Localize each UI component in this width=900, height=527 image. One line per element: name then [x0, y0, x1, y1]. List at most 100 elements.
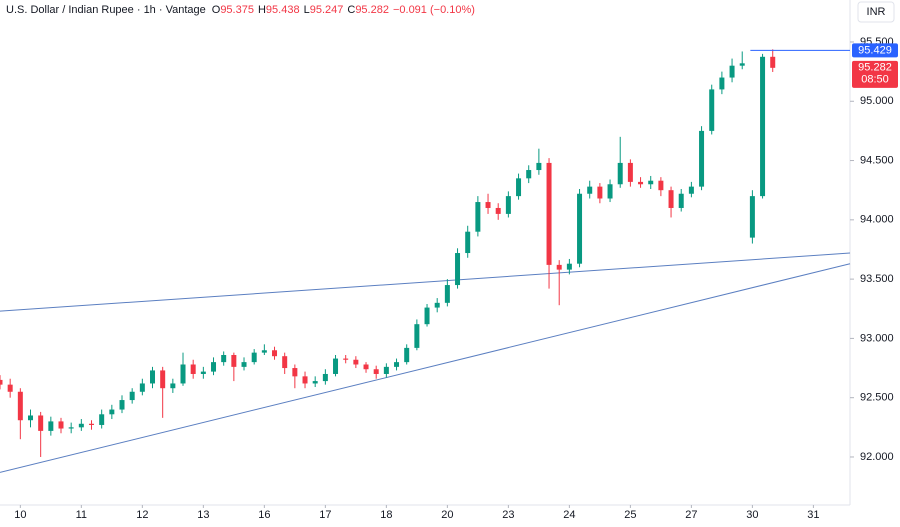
ohlc-value: 95.247 — [310, 4, 344, 16]
candle-body — [343, 358, 349, 360]
candle-body — [475, 202, 481, 232]
ohlc-letter: O — [212, 4, 221, 16]
candle-body — [383, 366, 389, 374]
candle-body — [109, 409, 115, 415]
trend-line — [0, 263, 851, 473]
candle-body — [322, 373, 328, 382]
candle-body — [587, 186, 593, 194]
candle-body — [455, 253, 461, 286]
candle-body — [404, 347, 410, 363]
candle-body — [648, 180, 654, 185]
x-tick-label: 13 — [197, 509, 209, 521]
candle-body — [688, 186, 694, 194]
candle-body — [556, 264, 562, 270]
y-tick-label: 93.500 — [860, 273, 894, 285]
candle-body — [129, 391, 135, 401]
x-tick-label: 12 — [136, 509, 148, 521]
x-tick-label: 31 — [807, 509, 819, 521]
y-tick-label: 93.000 — [860, 332, 894, 344]
candle-body — [526, 170, 532, 179]
plot-area — [0, 49, 851, 473]
candle-body — [48, 421, 54, 431]
candle-body — [658, 180, 664, 191]
last-price-label: 95.282 — [858, 62, 892, 74]
x-tick-label: 10 — [14, 509, 26, 521]
candle-body — [760, 56, 766, 197]
candle-body — [394, 362, 400, 367]
candle-body — [312, 381, 318, 384]
x-tick-label: 18 — [380, 509, 392, 521]
candle-body — [17, 391, 23, 421]
candle-body — [190, 364, 196, 374]
candle-body — [261, 350, 267, 353]
candle-body — [434, 302, 440, 308]
candle-body — [719, 77, 725, 90]
candle-body — [597, 186, 603, 199]
candle-body — [150, 370, 156, 384]
candle-body — [211, 362, 217, 372]
currency-box[interactable] — [857, 1, 895, 23]
candle-body — [678, 193, 684, 208]
x-tick-label: 11 — [76, 509, 87, 521]
change-value: −0.091 (−0.10%) — [393, 4, 475, 16]
candle-body — [7, 384, 13, 392]
x-tick-label: 24 — [563, 509, 575, 521]
candle-body — [516, 178, 522, 197]
x-tick-label: 17 — [319, 509, 331, 521]
candle-body — [38, 415, 44, 431]
candle-body — [160, 370, 166, 389]
candle-body — [99, 414, 105, 425]
x-tick-label: 25 — [624, 509, 636, 521]
candle-body — [414, 324, 420, 348]
candle-body — [363, 364, 369, 370]
candle-body — [58, 421, 64, 429]
candle-body — [607, 184, 613, 199]
x-tick-label: 27 — [685, 509, 697, 521]
currency-label[interactable]: INR — [867, 6, 886, 18]
ohlc-value: 95.438 — [266, 4, 300, 16]
price-tag — [852, 43, 898, 58]
candle-body — [729, 65, 735, 78]
candle-body — [638, 181, 644, 185]
candle-body — [495, 207, 501, 214]
candle-body — [302, 376, 308, 384]
candle-body — [505, 196, 511, 214]
x-tick-label: 23 — [502, 509, 514, 521]
candle-body — [28, 415, 34, 421]
candle-body — [577, 193, 583, 264]
candle-body — [627, 162, 633, 182]
candle-body — [739, 63, 745, 66]
candle-body — [424, 307, 430, 325]
candle-body — [78, 423, 84, 428]
x-tick-label: 20 — [441, 509, 453, 521]
ohlc-value: 95.375 — [220, 4, 254, 16]
x-tick-label: 30 — [746, 509, 758, 521]
candle-body — [282, 356, 288, 369]
y-tick-label: 92.000 — [860, 451, 894, 463]
candle-body — [546, 162, 552, 265]
trend-line — [0, 252, 851, 312]
ohlc-value: 95.282 — [355, 4, 389, 16]
candle-body — [536, 162, 542, 171]
candle-body — [699, 130, 705, 187]
legend-header: U.S. Dollar / Indian Rupee · 1h · Vantag… — [6, 4, 475, 16]
candle-body — [231, 355, 237, 367]
candle-body — [333, 358, 339, 374]
y-tick-label: 94.000 — [860, 214, 894, 226]
x-tick-label: 16 — [258, 509, 270, 521]
candle-body — [68, 427, 74, 429]
candle-body — [89, 423, 95, 425]
candle-body — [770, 56, 776, 68]
candle-body — [444, 285, 450, 303]
candle-body — [749, 196, 755, 238]
y-tick-label: 94.500 — [860, 154, 894, 166]
y-tick-label: 92.500 — [860, 392, 894, 404]
price-tag-label: 95.429 — [858, 44, 892, 56]
candle-body — [292, 368, 298, 377]
last-price-tag — [852, 60, 898, 88]
candle-body — [485, 202, 491, 208]
candle-body — [139, 383, 145, 392]
candle-body — [353, 359, 359, 365]
ohlc-letter: H — [258, 4, 266, 16]
